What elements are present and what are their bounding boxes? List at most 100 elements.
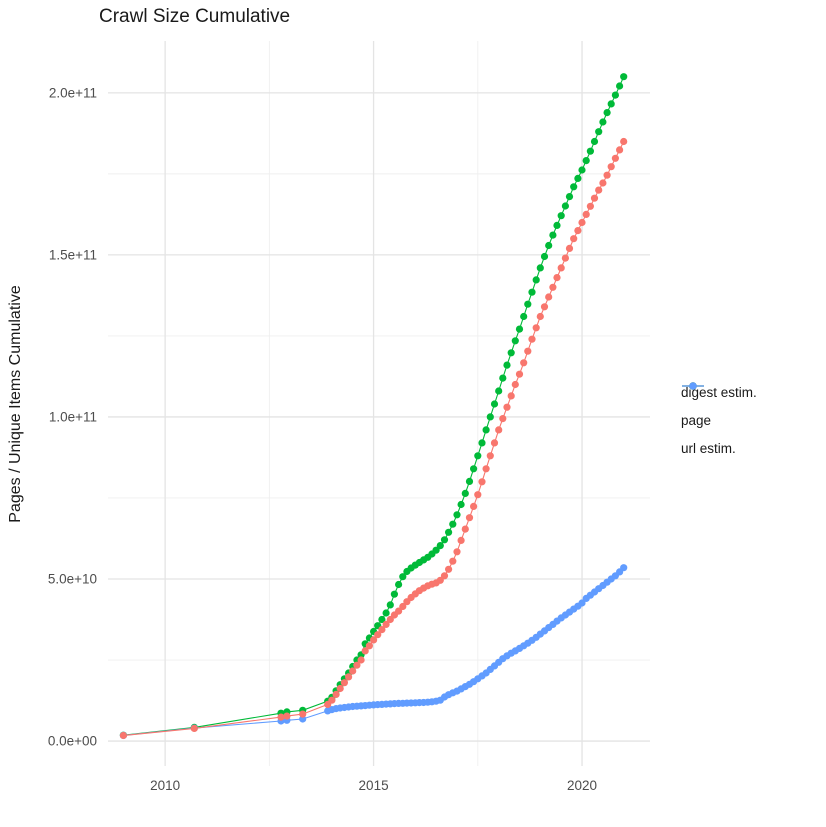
data-point <box>511 337 519 345</box>
data-point <box>399 573 407 581</box>
data-point <box>349 667 357 675</box>
data-point <box>499 415 507 423</box>
data-point <box>361 647 369 655</box>
data-point <box>528 335 536 343</box>
data-point <box>595 186 603 194</box>
y-tick-label: 2.0e+11 <box>49 85 97 100</box>
data-point <box>616 146 624 154</box>
data-point <box>453 511 461 519</box>
data-point <box>449 557 457 565</box>
data-point <box>603 171 611 179</box>
data-point <box>457 500 465 509</box>
x-tick-label: 2010 <box>150 778 180 793</box>
data-point <box>570 183 578 191</box>
data-point <box>399 602 407 611</box>
data-point <box>465 514 474 522</box>
data-point <box>474 491 482 499</box>
data-point <box>440 536 449 544</box>
data-point <box>578 166 586 174</box>
data-point <box>545 241 553 250</box>
data-point <box>336 684 344 693</box>
data-point <box>561 254 570 262</box>
data-point <box>515 325 524 333</box>
data-point <box>616 82 624 90</box>
data-point <box>474 452 482 460</box>
data-point <box>357 656 365 664</box>
data-point <box>382 609 390 617</box>
data-point <box>524 347 532 355</box>
data-point <box>299 710 307 718</box>
x-tick-label: 2020 <box>567 778 597 793</box>
data-point <box>532 276 540 284</box>
data-point <box>557 212 565 220</box>
data-point <box>470 502 478 510</box>
data-point <box>578 218 586 227</box>
data-point <box>540 252 549 261</box>
data-point <box>432 546 440 554</box>
y-tick-label: 1.0e+11 <box>49 409 97 424</box>
data-point <box>378 626 386 634</box>
data-point <box>486 452 494 460</box>
data-point <box>578 599 586 607</box>
data-point <box>470 465 478 473</box>
legend-label: digest estim. <box>681 384 757 400</box>
chart-title: Crawl Size Cumulative <box>99 6 291 27</box>
data-point <box>595 128 603 136</box>
data-point <box>540 303 549 311</box>
data-point <box>611 154 620 162</box>
data-point <box>436 542 444 550</box>
data-point <box>565 244 574 252</box>
data-point <box>570 235 578 243</box>
data-point <box>495 426 503 434</box>
data-point <box>507 392 515 400</box>
data-point <box>482 426 490 434</box>
data-point <box>190 724 198 733</box>
data-point <box>607 100 615 108</box>
legend-label: page <box>681 412 712 428</box>
data-point <box>620 564 628 572</box>
legend: digest estim. page url estim. <box>681 378 757 462</box>
data-point <box>561 202 570 210</box>
data-point <box>620 137 628 146</box>
data-point <box>557 264 565 272</box>
data-point <box>582 157 590 165</box>
data-point <box>490 400 499 408</box>
data-point <box>449 520 457 528</box>
y-tick-label: 5.0e+10 <box>48 571 97 586</box>
data-point <box>461 525 469 533</box>
data-point <box>283 712 291 720</box>
legend-key-icon <box>682 382 704 390</box>
data-point <box>599 179 607 187</box>
data-point <box>528 288 536 296</box>
data-point <box>332 690 340 699</box>
data-point <box>607 163 615 171</box>
data-point <box>382 620 390 629</box>
legend-item-url: url estim. <box>681 382 757 462</box>
data-point <box>390 590 398 598</box>
data-point <box>328 696 336 704</box>
data-point <box>478 478 486 486</box>
data-point <box>507 349 515 357</box>
data-point <box>574 174 582 182</box>
data-point <box>478 439 486 447</box>
data-point <box>386 601 394 609</box>
data-point <box>482 465 490 473</box>
data-point <box>445 565 453 573</box>
data-point <box>574 227 582 235</box>
data-point <box>599 118 607 126</box>
data-point <box>445 528 453 536</box>
data-point <box>565 193 574 201</box>
data-point <box>370 636 378 644</box>
legend-item-page: page <box>681 382 757 434</box>
data-point <box>536 264 544 272</box>
data-point <box>453 548 461 556</box>
data-point <box>345 673 353 681</box>
data-point <box>586 202 595 210</box>
data-point <box>503 403 511 411</box>
data-point <box>520 312 528 321</box>
data-point <box>277 713 285 721</box>
data-point <box>465 477 474 485</box>
data-point <box>520 359 528 367</box>
data-point <box>532 324 540 332</box>
